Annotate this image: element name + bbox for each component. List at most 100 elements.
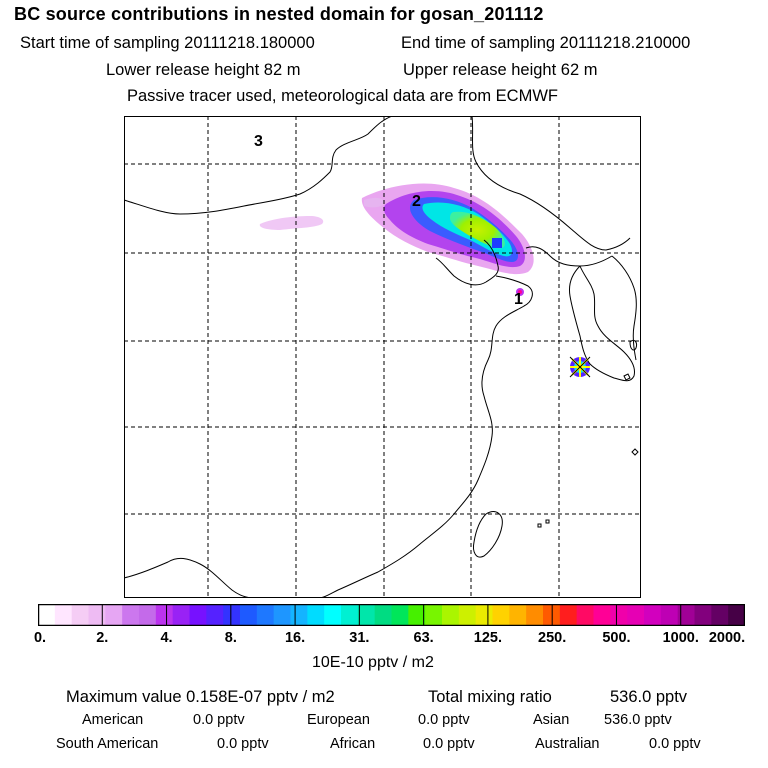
coastlines (124, 116, 639, 598)
colorbar-swatch (206, 604, 224, 626)
korea-east-coast (611, 255, 637, 361)
colorbar-swatch (660, 604, 679, 626)
plume-max-cell (492, 238, 502, 248)
colorbar-tick-label: 500. (602, 630, 631, 646)
plume-spot-2 (518, 290, 522, 294)
colorbar-tick-label: 8. (224, 630, 237, 646)
map-panel: 1 2 3 (124, 116, 641, 598)
trajectory-label-3: 3 (254, 133, 263, 150)
colorbar-unit: 10E-10 pptv / m2 (312, 654, 434, 671)
colorbar-tick-label: 250. (538, 630, 567, 646)
colorbar-swatch (458, 604, 477, 626)
colorbar-tick-label: 2. (96, 630, 109, 646)
colorbar-swatch (644, 604, 662, 626)
maximum-value: Maximum value 0.158E-07 pptv / m2 (66, 688, 335, 706)
colorbar-swatch (273, 604, 292, 626)
plume-west-wisp (259, 216, 324, 230)
colorbar-swatch (341, 604, 359, 626)
colorbar-swatch (122, 604, 140, 626)
plot-title: BC source contributions in nested domain… (14, 4, 544, 24)
region-south-american: South American (56, 736, 159, 752)
japan-island (629, 339, 637, 351)
colorbar-swatch (172, 604, 191, 626)
colorbar-swatch (307, 604, 325, 626)
colorbar-swatch (54, 604, 73, 626)
tracer-note: Passive tracer used, meteorological data… (127, 87, 558, 105)
colorbar-swatch (391, 604, 409, 626)
ryukyu-islet (537, 523, 542, 528)
region-european: European (307, 712, 370, 728)
region-american: American (82, 712, 144, 728)
colorbar-swatch (610, 604, 628, 626)
region-african: African (330, 736, 376, 752)
map-canvas: 1 2 3 (124, 116, 641, 598)
colorbar-tick-label: 16. (284, 630, 306, 646)
colorbar-swatch (189, 604, 207, 626)
graticule (124, 116, 641, 598)
total-mixing-value: 536.0 pptv (610, 688, 688, 706)
colorbar-swatch (728, 604, 745, 626)
colorbar-swatch (408, 604, 426, 626)
colorbar-swatch (627, 604, 645, 626)
end-time-label: End time of sampling 20111218.210000 (401, 34, 691, 52)
colorbar-swatch (223, 604, 241, 626)
upper-release-height: Upper release height 62 m (403, 61, 598, 79)
colorbar-swatch (593, 604, 611, 626)
colorbar-swatch (71, 604, 90, 626)
start-time-label: Start time of sampling 20111218.180000 (20, 34, 315, 52)
colorbar-tick-label: 2000. (708, 630, 746, 646)
map-border (124, 116, 641, 598)
colorbar-swatch (677, 604, 696, 626)
korea-coast (569, 265, 635, 382)
colorbar-swatch (509, 604, 527, 626)
colorbar-swatch (256, 604, 275, 626)
receptor-outline (569, 356, 591, 378)
region-australian: Australian (535, 736, 600, 752)
plume-core (450, 211, 505, 249)
colorbar-swatch (155, 604, 174, 626)
colorbar-swatch (105, 604, 123, 626)
colorbar-swatch (374, 604, 393, 626)
colorbar-swatch (425, 604, 443, 626)
bohai-coast (435, 239, 499, 286)
lower-release-height: Lower release height 82 m (106, 61, 301, 79)
colorbar-swatch (559, 604, 578, 626)
colorbar-tick-label: 1000. (662, 630, 699, 646)
colorbar-swatch (475, 604, 494, 626)
north-korea-border (525, 246, 613, 267)
colorbar-border (38, 604, 745, 626)
total-mixing-label: Total mixing ratio (428, 688, 552, 706)
colorbar-swatch (240, 604, 258, 626)
colorbar-swatch (324, 604, 342, 626)
colorbar (38, 604, 745, 626)
colorbar-swatch (442, 604, 460, 626)
colorbar-swatch (290, 604, 308, 626)
colorbar-swatch (38, 604, 56, 626)
region-african-value: 0.0 pptv (423, 736, 475, 752)
colorbar-tick-label: 31. (349, 630, 370, 646)
region-asian-value: 536.0 pptv (604, 712, 672, 728)
china-east-coast (317, 275, 533, 598)
ryukyu-islet (545, 519, 550, 524)
plume-west-wisp-2 (364, 197, 385, 208)
region-asian: Asian (533, 712, 570, 728)
colorbar-tick-label: 63. (413, 630, 434, 646)
colorbar-swatch (139, 604, 157, 626)
colorbar-swatch (694, 604, 712, 626)
colorbar-swatch (576, 604, 595, 626)
colorbar-swatch (711, 604, 729, 626)
trajectory-label-1: 1 (514, 291, 523, 308)
mongolia-border (124, 116, 393, 215)
region-european-value: 0.0 pptv (418, 712, 470, 728)
region-american-value: 0.0 pptv (193, 712, 245, 728)
colorbar-swatch (492, 604, 510, 626)
manchuria-border (471, 116, 631, 251)
ryukyu-islet (623, 373, 631, 381)
trajectory-label-2: 2 (412, 193, 421, 210)
inland-border-west (124, 557, 255, 598)
taiwan-coast (473, 511, 503, 558)
region-south-american-value: 0.0 pptv (217, 736, 269, 752)
concentration-plume (259, 183, 590, 377)
colorbar-tick-label: 125. (473, 630, 503, 646)
colorbar-swatch (526, 604, 544, 626)
